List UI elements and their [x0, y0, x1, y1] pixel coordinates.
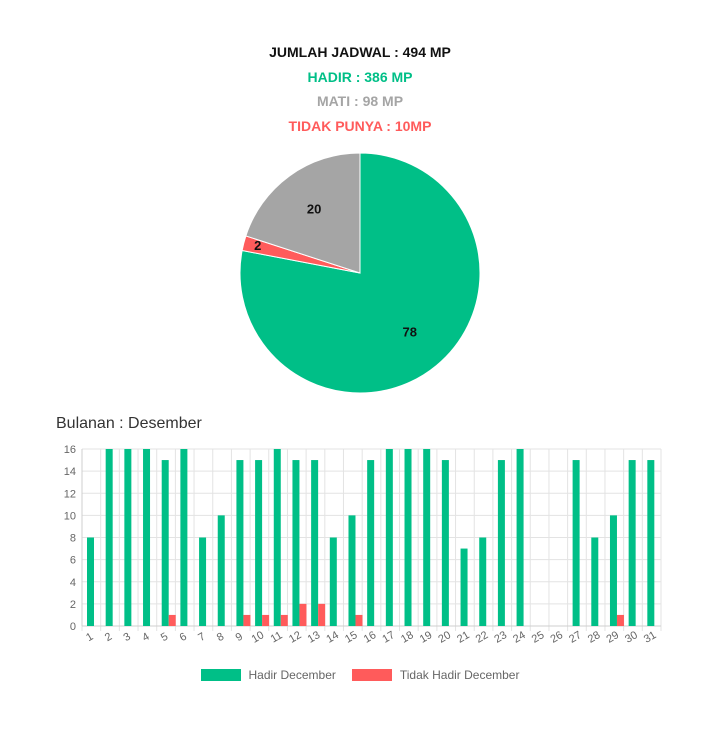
bar-hadir-19[interactable]: [423, 449, 431, 626]
present-count-text: HADIR : 386 MP: [307, 68, 413, 85]
x-tick-label: 26: [548, 629, 565, 646]
x-tick-label: 5: [159, 631, 170, 644]
x-tick-label: 31: [642, 629, 659, 646]
x-tick-label: 14: [324, 629, 341, 646]
bar-tidak-hadir-12[interactable]: [299, 603, 307, 626]
y-tick-label: 16: [64, 444, 76, 456]
bar-hadir-18[interactable]: [404, 449, 412, 626]
x-tick-label: 19: [418, 629, 435, 646]
pie-label-0: 78: [402, 325, 416, 340]
bar-tidak-hadir-5[interactable]: [168, 614, 176, 626]
missing-count-text: TIDAK PUNYA : 10MP: [288, 117, 432, 134]
bar-hadir-30[interactable]: [628, 460, 636, 626]
bar-hadir-12[interactable]: [292, 460, 300, 626]
bar-hadir-15[interactable]: [348, 515, 356, 626]
y-tick-label: 8: [70, 533, 76, 545]
x-tick-label: 12: [287, 629, 304, 646]
bar-hadir-24[interactable]: [516, 449, 524, 626]
x-tick-label: 10: [250, 629, 267, 646]
legend-swatch-tidak-hadir: [351, 669, 392, 681]
bar-hadir-17[interactable]: [385, 449, 393, 626]
legend-item-hadir[interactable]: Hadir December: [200, 668, 336, 682]
x-tick-label: 30: [623, 629, 640, 646]
x-tick-label: 21: [455, 629, 472, 646]
x-tick-label: 25: [530, 629, 547, 646]
x-tick-label: 20: [436, 629, 453, 646]
legend-label-tidak-hadir: Tidak Hadir December: [399, 668, 520, 682]
attendance-pie-chart: 78 2 20: [239, 152, 481, 394]
bar-tidak-hadir-9[interactable]: [243, 614, 251, 626]
bar-hadir-11[interactable]: [273, 449, 281, 626]
bar-hadir-13[interactable]: [311, 460, 319, 626]
pie-slice-2[interactable]: [245, 152, 361, 274]
bar-hadir-4[interactable]: [143, 449, 151, 626]
x-tick-label: 29: [605, 629, 622, 646]
bar-hadir-27[interactable]: [572, 460, 580, 626]
y-tick-label: 10: [64, 510, 76, 522]
bar-tidak-hadir-29[interactable]: [616, 614, 624, 626]
bar-hadir-21[interactable]: [460, 548, 468, 626]
legend-label-hadir: Hadir December: [248, 668, 336, 682]
x-tick-label: 4: [140, 631, 151, 644]
x-tick-label: 16: [362, 629, 379, 646]
bar-hadir-10[interactable]: [255, 460, 263, 626]
pie-label-1: 2: [254, 238, 261, 253]
bar-hadir-31[interactable]: [647, 460, 655, 626]
bar-hadir-14[interactable]: [329, 537, 337, 627]
x-tick-label: 18: [399, 629, 416, 646]
x-tick-label: 1: [84, 631, 95, 644]
legend-item-tidak-hadir[interactable]: Tidak Hadir December: [351, 668, 520, 682]
dead-count-text: MATI : 98 MP: [316, 93, 404, 109]
x-tick-label: 15: [343, 629, 360, 646]
y-tick-label: 0: [70, 621, 76, 633]
legend-swatch-hadir: [200, 669, 241, 681]
bar-chart-legend: Hadir December Tidak Hadir December: [0, 668, 720, 682]
bar-hadir-2[interactable]: [105, 449, 113, 626]
bar-hadir-7[interactable]: [199, 537, 207, 627]
bar-hadir-6[interactable]: [180, 449, 188, 626]
summary-panel: JUMLAH JADWAL : 494 MP HADIR : 386 MP MA…: [0, 40, 720, 138]
bar-hadir-1[interactable]: [87, 537, 94, 627]
bar-hadir-3[interactable]: [124, 449, 132, 626]
bar-tidak-hadir-13[interactable]: [318, 603, 326, 626]
x-tick-label: 28: [586, 629, 603, 646]
total-schedule-text: JUMLAH JADWAL : 494 MP: [269, 44, 451, 60]
bar-hadir-16[interactable]: [367, 460, 375, 626]
x-tick-label: 2: [103, 631, 114, 644]
y-tick-label: 12: [64, 488, 76, 500]
x-tick-label: 23: [492, 629, 509, 646]
bar-hadir-29[interactable]: [609, 515, 617, 626]
x-tick-label: 17: [380, 629, 397, 646]
bar-hadir-8[interactable]: [217, 515, 225, 626]
x-tick-label: 24: [511, 629, 528, 646]
y-tick-label: 4: [70, 577, 76, 589]
x-tick-label: 6: [178, 631, 189, 644]
x-tick-label: 8: [215, 631, 226, 644]
bar-tidak-hadir-10[interactable]: [262, 614, 270, 626]
bar-hadir-5[interactable]: [161, 460, 169, 626]
bar-hadir-20[interactable]: [441, 460, 449, 626]
x-tick-label: 7: [196, 631, 207, 644]
x-tick-label: 13: [306, 629, 323, 646]
x-tick-label: 27: [567, 629, 584, 646]
bar-hadir-28[interactable]: [591, 537, 599, 627]
bar-chart-title: Bulanan : Desember: [56, 415, 202, 432]
x-tick-label: 9: [234, 631, 245, 644]
x-tick-label: 22: [474, 629, 491, 646]
bar-hadir-22[interactable]: [479, 537, 487, 627]
bar-hadir-9[interactable]: [236, 460, 244, 626]
x-tick-label: 11: [269, 629, 285, 645]
y-tick-label: 2: [70, 599, 76, 611]
x-tick-label: 3: [122, 631, 133, 644]
y-tick-label: 6: [70, 555, 76, 567]
bar-tidak-hadir-15[interactable]: [355, 614, 363, 626]
bar-hadir-23[interactable]: [497, 460, 505, 626]
y-tick-label: 14: [64, 466, 76, 478]
bar-tidak-hadir-11[interactable]: [280, 614, 288, 626]
pie-label-2: 20: [307, 201, 321, 216]
